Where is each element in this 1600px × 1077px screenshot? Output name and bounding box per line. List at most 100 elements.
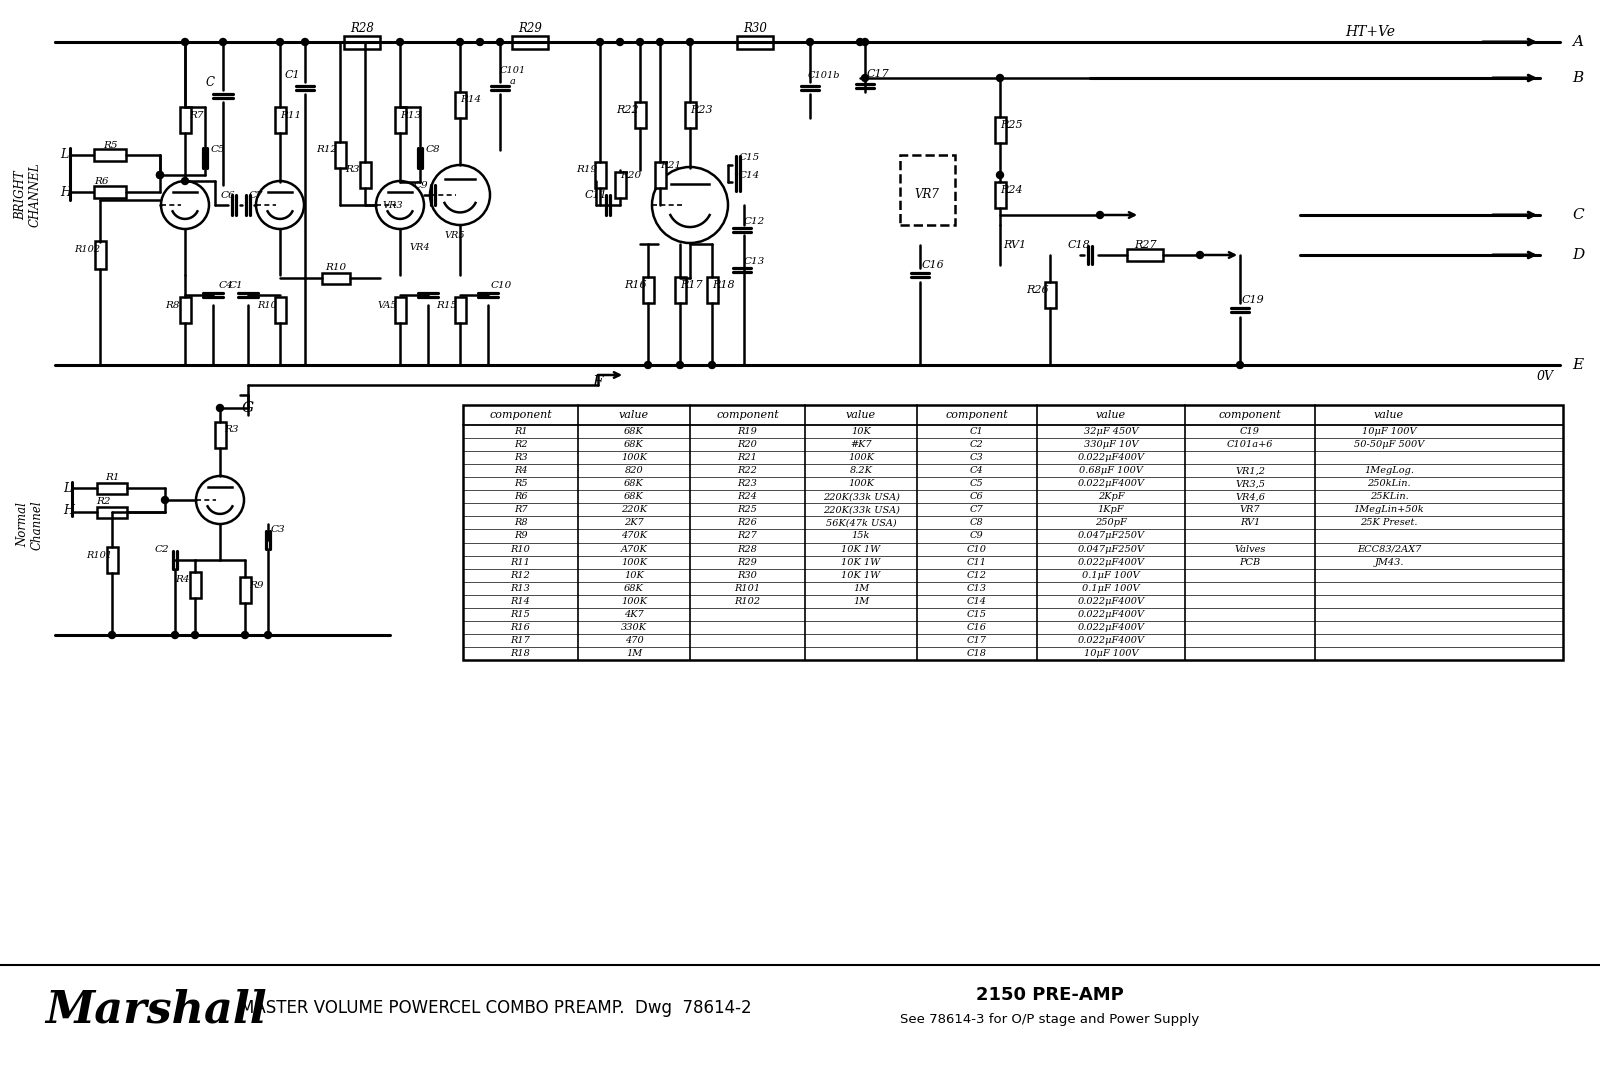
Text: R6: R6 — [94, 178, 109, 186]
Bar — [614, 172, 626, 198]
Text: VR3: VR3 — [382, 200, 403, 210]
Text: R28: R28 — [738, 545, 757, 554]
Text: R12: R12 — [510, 571, 531, 579]
Text: C101a+6: C101a+6 — [1227, 440, 1274, 449]
Text: 100K: 100K — [848, 453, 874, 462]
Text: R17: R17 — [680, 280, 702, 290]
Text: component: component — [717, 410, 779, 420]
Text: 1M: 1M — [853, 597, 869, 605]
Bar — [395, 107, 405, 132]
Bar — [322, 272, 350, 283]
Bar — [654, 162, 666, 188]
Text: R102: R102 — [734, 597, 760, 605]
Text: 0.022μF400V: 0.022μF400V — [1077, 610, 1144, 619]
Text: C14: C14 — [738, 170, 760, 180]
Text: component: component — [1219, 410, 1282, 420]
Text: ECC83/2AX7: ECC83/2AX7 — [1357, 545, 1421, 554]
Text: C19: C19 — [1240, 426, 1261, 436]
Text: R8: R8 — [165, 300, 179, 309]
Bar — [1126, 249, 1163, 261]
Text: R16: R16 — [510, 623, 531, 632]
Bar — [462, 405, 1563, 660]
Text: R10: R10 — [325, 264, 347, 272]
Text: C13: C13 — [744, 257, 765, 266]
Text: 10μF 100V: 10μF 100V — [1083, 649, 1138, 658]
Circle shape — [1197, 252, 1203, 258]
Circle shape — [496, 39, 504, 45]
Text: 100K: 100K — [621, 453, 646, 462]
Circle shape — [192, 631, 198, 639]
Text: 2KpF: 2KpF — [1098, 492, 1125, 501]
Text: 10μF 100V: 10μF 100V — [1362, 426, 1416, 436]
Text: 0.1μF 100V: 0.1μF 100V — [1082, 571, 1139, 579]
Text: 250pF: 250pF — [1094, 518, 1126, 528]
Text: 4K7: 4K7 — [624, 610, 643, 619]
Text: 56K(47k USA): 56K(47k USA) — [826, 518, 896, 528]
Text: R9: R9 — [248, 581, 264, 589]
Bar — [275, 297, 285, 323]
Text: C7: C7 — [970, 505, 984, 515]
Text: 1M: 1M — [626, 649, 642, 658]
Circle shape — [861, 39, 869, 45]
Text: 25K Preset.: 25K Preset. — [1360, 518, 1418, 528]
Bar — [454, 297, 466, 323]
Text: C15: C15 — [738, 154, 760, 163]
Text: C4: C4 — [970, 466, 984, 475]
Text: Dwg  78614-2: Dwg 78614-2 — [635, 999, 752, 1017]
Text: B: B — [1573, 71, 1584, 85]
Text: RV1: RV1 — [1240, 518, 1261, 528]
Circle shape — [277, 39, 283, 45]
Bar — [240, 577, 251, 603]
Text: 100K: 100K — [621, 597, 646, 605]
Circle shape — [456, 39, 464, 45]
Text: R12: R12 — [317, 145, 338, 154]
Text: 100K: 100K — [848, 479, 874, 488]
Text: R23: R23 — [738, 479, 757, 488]
Text: 10K 1W: 10K 1W — [842, 571, 880, 579]
Bar — [98, 482, 126, 493]
Bar — [179, 297, 190, 323]
Bar — [334, 142, 346, 168]
Text: 68K: 68K — [624, 440, 643, 449]
Circle shape — [686, 39, 693, 45]
Text: VR4,6: VR4,6 — [1235, 492, 1266, 501]
Circle shape — [997, 171, 1003, 179]
Circle shape — [806, 39, 813, 45]
Circle shape — [397, 39, 403, 45]
Circle shape — [856, 39, 864, 45]
Text: R4: R4 — [514, 466, 528, 475]
Bar — [275, 107, 285, 132]
Text: R23: R23 — [690, 104, 712, 115]
Text: C12: C12 — [744, 218, 765, 226]
Text: R29: R29 — [518, 23, 542, 36]
Text: C10: C10 — [490, 280, 512, 290]
Text: C11: C11 — [584, 190, 608, 200]
Bar — [995, 182, 1005, 208]
Text: R1: R1 — [514, 426, 528, 436]
Text: L: L — [61, 149, 69, 162]
Text: C9: C9 — [414, 181, 429, 190]
Text: C2: C2 — [155, 545, 170, 555]
Text: 68K: 68K — [624, 584, 643, 592]
Bar — [643, 277, 653, 303]
Text: R24: R24 — [1000, 185, 1022, 195]
Text: 8.2K: 8.2K — [850, 466, 872, 475]
Text: R15: R15 — [437, 300, 458, 309]
Text: value: value — [1096, 410, 1126, 420]
Text: 10K 1W: 10K 1W — [842, 558, 880, 567]
Bar — [107, 547, 117, 573]
Text: 330μF 10V: 330μF 10V — [1083, 440, 1138, 449]
Bar — [899, 155, 955, 225]
Text: C10: C10 — [966, 545, 987, 554]
Text: R5: R5 — [514, 479, 528, 488]
Bar — [685, 102, 696, 128]
Text: component: component — [946, 410, 1008, 420]
Text: 0.047μF250V: 0.047μF250V — [1077, 531, 1144, 541]
Circle shape — [861, 74, 869, 82]
Text: 220K(33k USA): 220K(33k USA) — [822, 505, 899, 515]
Text: C: C — [205, 76, 214, 89]
Text: C8: C8 — [426, 145, 440, 154]
Circle shape — [656, 39, 664, 45]
Circle shape — [637, 39, 643, 45]
Text: C7: C7 — [248, 191, 264, 199]
